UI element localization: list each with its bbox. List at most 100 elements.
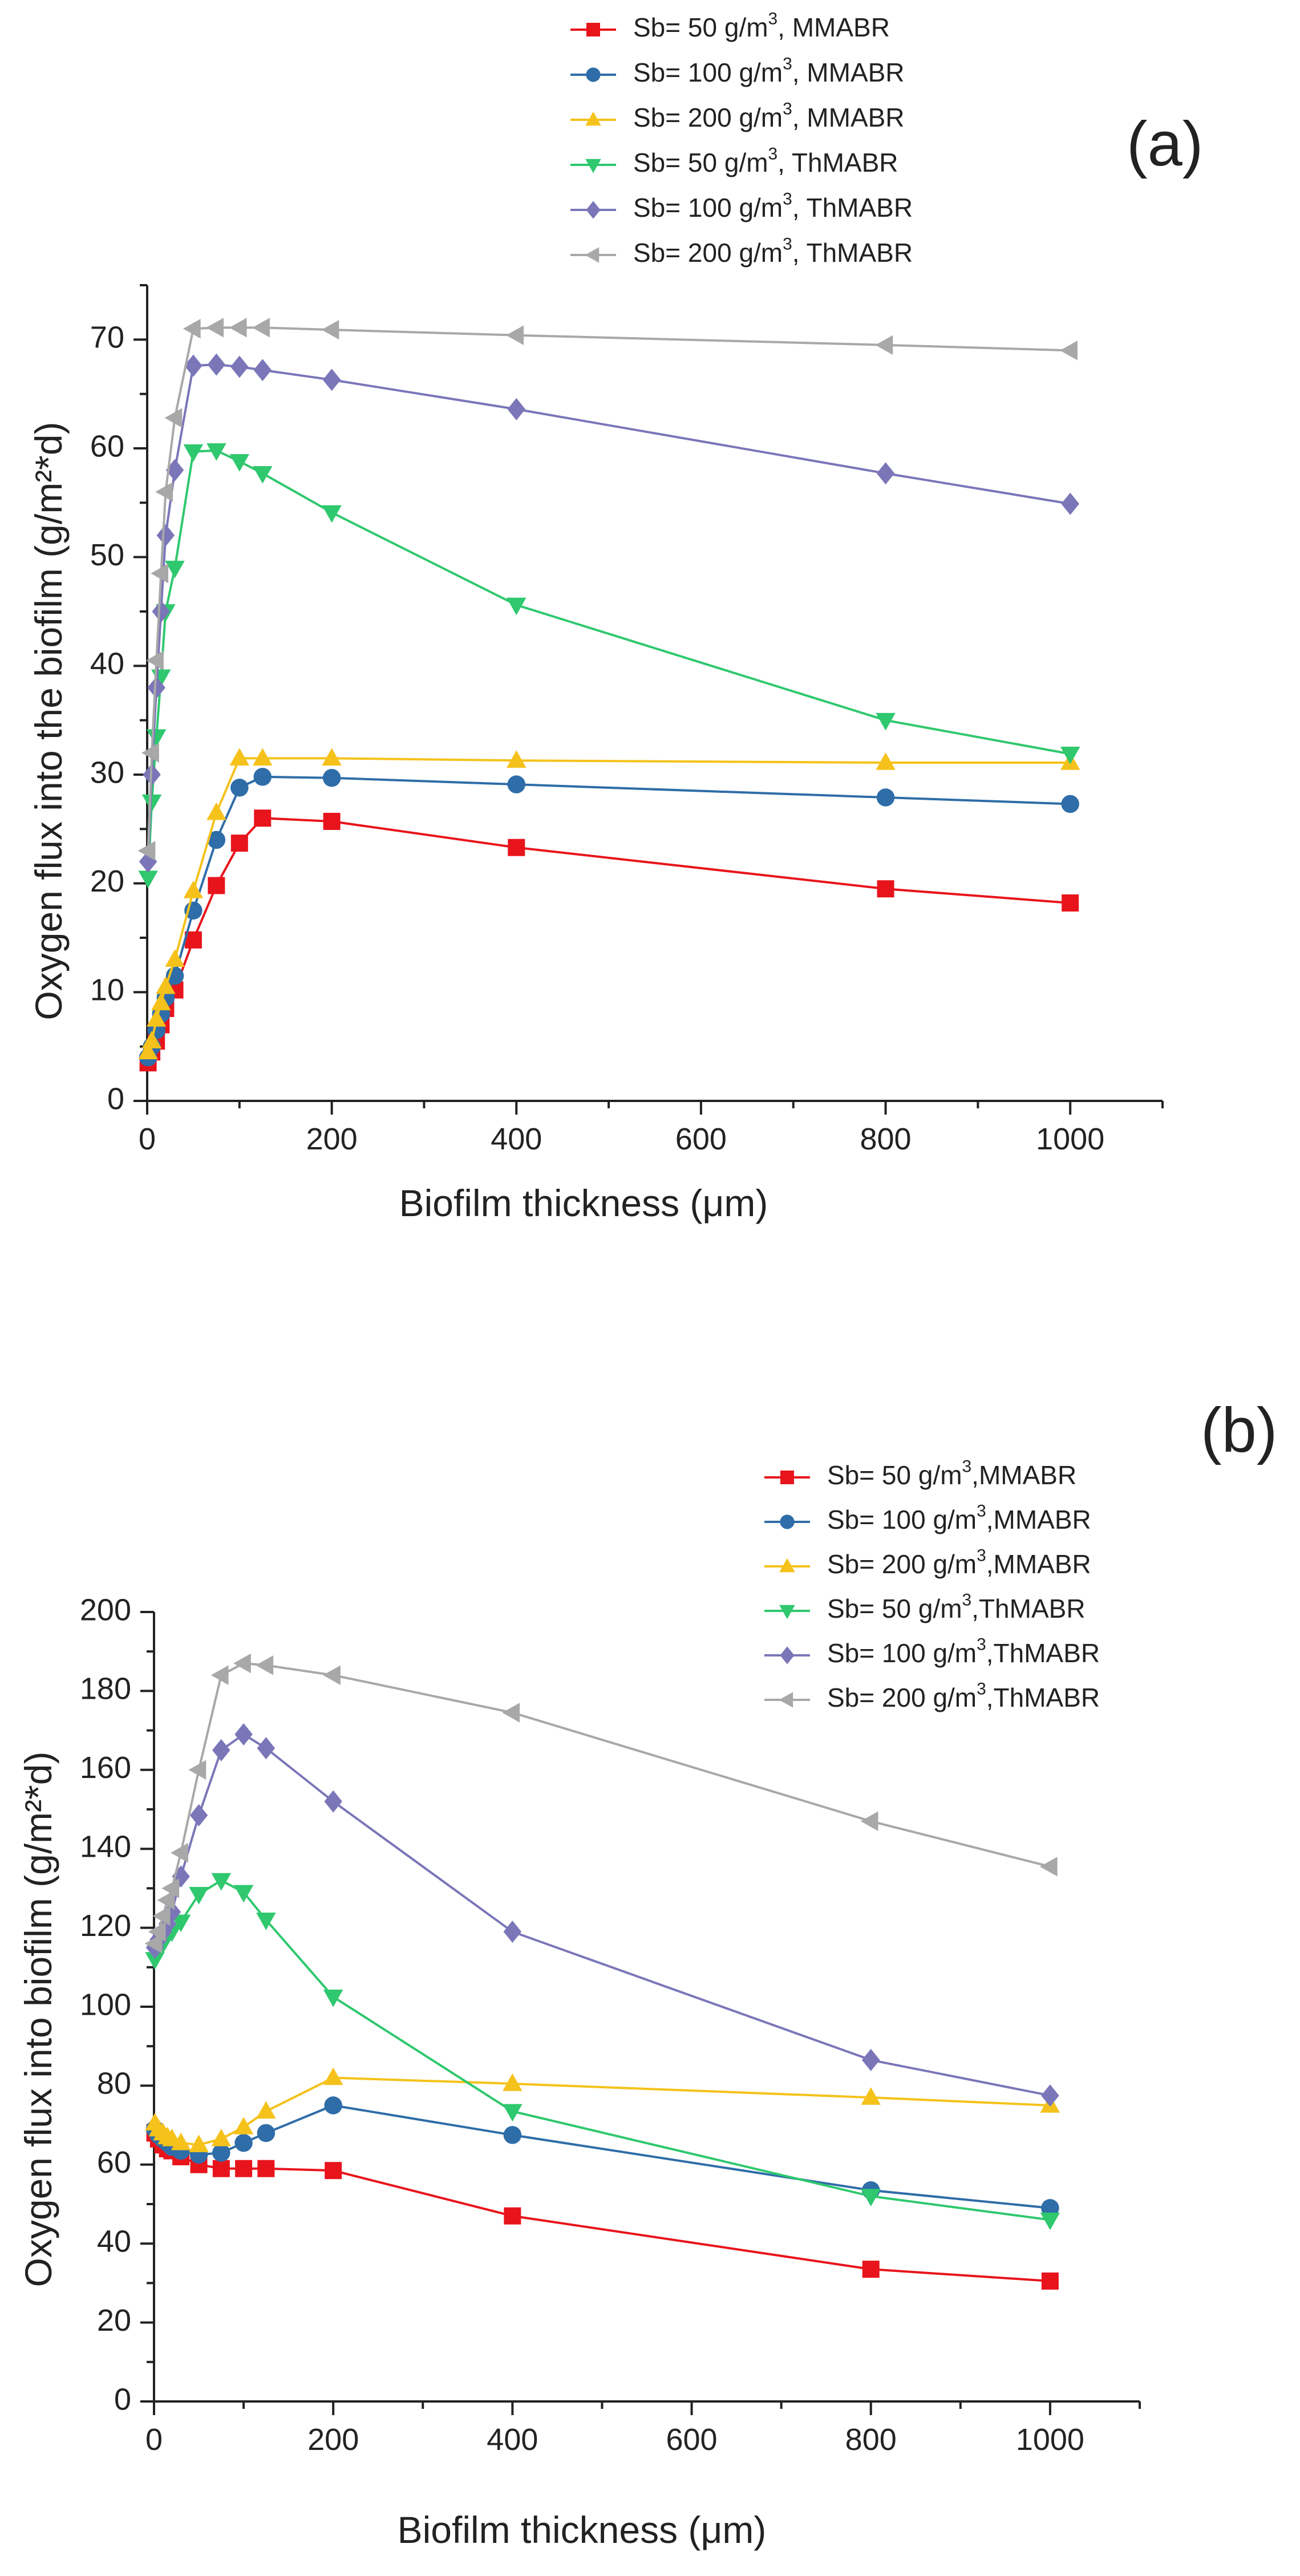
legend-entry-4: Sb= 50 g/m3, ThMABR <box>570 144 898 177</box>
legend-marker <box>585 159 601 173</box>
data-point <box>171 1842 188 1863</box>
legend-label: Sb= 50 g/m3,MMABR <box>827 1457 1076 1490</box>
data-point <box>504 2207 521 2225</box>
data-point <box>1060 341 1078 361</box>
data-point <box>257 2124 276 2142</box>
y-tick-label: 140 <box>80 1829 131 1864</box>
x-tick-label: 200 <box>307 2423 359 2457</box>
data-point <box>152 600 171 623</box>
legend-marker <box>585 111 601 126</box>
data-point <box>323 1989 343 2007</box>
data-point <box>1041 2199 1059 2217</box>
data-point <box>507 775 526 793</box>
data-point <box>503 2126 522 2144</box>
data-point <box>157 1890 175 1910</box>
legend-entry-5: Sb= 100 g/m3,ThMABR <box>764 1635 1100 1668</box>
data-point <box>152 1906 171 1926</box>
legend-entry-5: Sb= 100 g/m3, ThMABR <box>570 189 913 222</box>
data-point <box>229 454 250 472</box>
data-point <box>234 1723 253 1746</box>
data-point <box>507 597 527 615</box>
x-tick-label: 1000 <box>1016 2423 1084 2457</box>
legend-label: Sb= 200 g/m3, ThMABR <box>633 234 913 268</box>
y-tick-label: 200 <box>80 1593 131 1627</box>
data-point <box>230 779 249 797</box>
legend-label: Sb= 200 g/m3,MMABR <box>827 1546 1091 1579</box>
data-point <box>324 1790 342 1813</box>
data-point <box>155 482 173 502</box>
data-point <box>253 466 273 484</box>
data-point <box>234 2133 253 2152</box>
data-point <box>323 2067 343 2085</box>
x-tick-label: 800 <box>845 2423 897 2457</box>
legend-label: Sb= 200 g/m3, MMABR <box>633 99 905 132</box>
series-group-b <box>144 1653 1060 2290</box>
data-point <box>324 2096 342 2115</box>
y-tick-label: 80 <box>97 2067 131 2101</box>
data-point <box>151 564 169 584</box>
data-point <box>188 1760 206 1780</box>
x-tick-label: 200 <box>306 1122 358 1156</box>
data-point <box>212 2144 230 2162</box>
data-point <box>876 462 895 485</box>
data-point <box>876 752 896 770</box>
legend-marker <box>779 1605 795 1619</box>
data-point <box>138 870 158 889</box>
data-point <box>137 841 156 861</box>
legend-entry-4: Sb= 50 g/m3,ThMABR <box>764 1590 1086 1623</box>
data-point <box>861 2048 880 2071</box>
legend-label: Sb= 100 g/m3,MMABR <box>827 1501 1091 1534</box>
data-point <box>508 839 525 856</box>
data-point <box>156 976 176 994</box>
data-point <box>189 1887 209 1905</box>
data-point <box>148 1922 166 1942</box>
data-point <box>206 443 226 461</box>
legend-marker <box>780 1471 794 1484</box>
data-point <box>189 2134 209 2152</box>
legend-marker <box>586 201 601 219</box>
data-point <box>183 319 201 339</box>
y-tick-label: 40 <box>97 2224 131 2258</box>
legend-entry-1: Sb= 50 g/m3, MMABR <box>570 9 890 42</box>
y-tick-label: 60 <box>90 429 124 463</box>
y-tick-label: 10 <box>90 973 124 1007</box>
data-point <box>877 880 894 898</box>
panel-label-a: (a) <box>1127 109 1203 179</box>
y-tick-label: 100 <box>80 1987 131 2022</box>
series-line <box>147 326 1071 851</box>
legend-entry-3: Sb= 200 g/m3,MMABR <box>764 1546 1091 1579</box>
data-point <box>860 1811 878 1832</box>
data-point <box>1039 1857 1058 1877</box>
legend-label: Sb= 50 g/m3, ThMABR <box>633 144 898 177</box>
x-axis-title-b: Biofilm thickness (μm) <box>398 2509 767 2551</box>
y-tick-label: 20 <box>90 864 124 898</box>
panel-label-b: (b) <box>1201 1395 1277 1465</box>
y-tick-label: 60 <box>97 2145 131 2180</box>
x-tick-label: 600 <box>666 2423 717 2457</box>
data-point <box>876 712 896 731</box>
y-tick-label: 0 <box>114 2382 131 2416</box>
x-tick-label: 400 <box>487 2423 538 2457</box>
data-point <box>876 788 895 807</box>
legend-label: Sb= 100 g/m3, MMABR <box>633 54 905 87</box>
legend-marker <box>780 1514 795 1529</box>
legend-entry-6: Sb= 200 g/m3, ThMABR <box>570 234 913 268</box>
data-point <box>861 2087 881 2105</box>
data-point <box>1062 894 1079 912</box>
data-point <box>207 831 226 849</box>
data-point <box>147 676 165 699</box>
legend-entry-1: Sb= 50 g/m3,MMABR <box>764 1457 1076 1490</box>
data-point <box>146 729 167 747</box>
series-line <box>147 449 1071 878</box>
x-tick-label: 0 <box>145 2423 163 2457</box>
x-tick-label: 1000 <box>1036 1122 1104 1156</box>
data-point <box>165 949 185 967</box>
data-point <box>502 1703 520 1723</box>
data-point <box>144 1934 163 1954</box>
data-point <box>141 743 159 763</box>
data-point <box>233 1653 251 1674</box>
legend-marker <box>585 247 600 263</box>
data-point <box>507 398 526 420</box>
data-point <box>184 354 203 377</box>
data-point <box>861 2189 881 2207</box>
